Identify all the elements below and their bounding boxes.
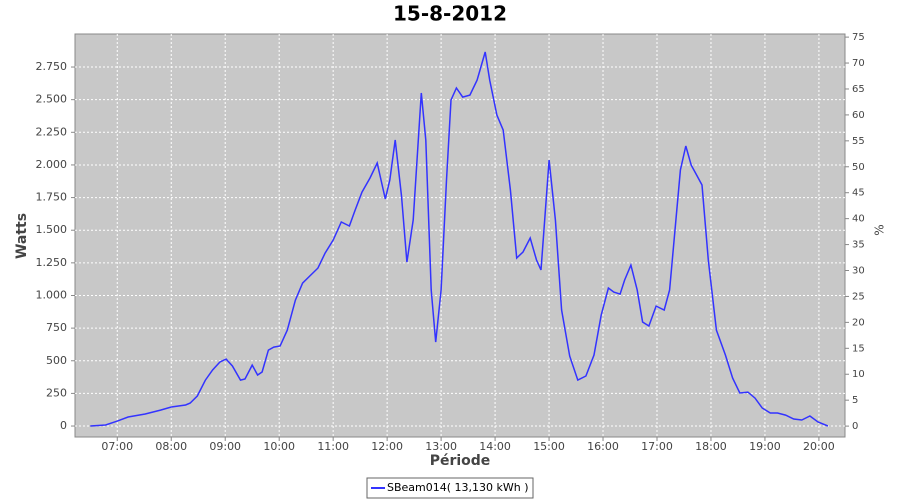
y2-tick-label: 70 [852,58,865,69]
y-tick-label: 0 [60,419,67,432]
y-tick-label: 2.750 [36,60,68,73]
y2-tick-label: 45 [852,188,865,199]
x-tick-label: 19:00 [749,440,781,453]
y2-tick-label: 15 [852,343,865,354]
y-tick-label: 250 [46,386,67,399]
legend-box [366,477,534,499]
y2-tick-label: 40 [852,214,865,225]
x-tick-label: 17:00 [641,440,673,453]
y2-tick-label: 75 [852,32,865,43]
y2-tick-label: 10 [852,369,865,380]
x-tick-label: 14:00 [479,440,511,453]
y2-tick-label: 25 [852,291,865,302]
y-tick-label: 2.000 [36,158,68,171]
x-tick-label: 12:00 [371,440,403,453]
y2-tick-label: 50 [852,162,865,173]
y2-tick-label: 5 [852,395,858,406]
x-tick-label: 11:00 [317,440,349,453]
y2-tick-label: 65 [852,84,865,95]
y-tick-label: 2.500 [36,93,68,106]
x-tick-label: 13:00 [425,440,457,453]
x-tick-label: 16:00 [587,440,619,453]
y-tick-label: 1.500 [36,223,68,236]
x-tick-label: 09:00 [209,440,241,453]
y2-tick-label: 20 [852,317,865,328]
x-tick-label: 18:00 [695,440,727,453]
y-tick-label: 1.000 [36,288,68,301]
y-tick-label: 1.250 [36,256,68,269]
y-tick-label: 750 [46,321,67,334]
legend-label: SBeam014( 13,130 kWh ) [387,481,529,494]
y-axis-label: Watts [14,213,30,259]
y2-tick-label: 35 [852,240,865,251]
x-tick-label: 10:00 [263,440,295,453]
x-tick-label: 15:00 [533,440,565,453]
y-tick-label: 500 [46,354,67,367]
x-tick-label: 08:00 [155,440,187,453]
series-line [90,51,829,427]
x-tick-label: 07:00 [101,440,133,453]
x-axis-label: Période [430,453,491,469]
y2-tick-label: 60 [852,110,865,121]
plot-area [74,33,846,438]
y2-axis-label: % [873,224,887,235]
y-tick-label: 2.250 [36,125,68,138]
chart-title: 15-8-2012 [393,2,507,26]
y2-tick-label: 30 [852,266,865,277]
x-tick-label: 20:00 [803,440,835,453]
y2-tick-label: 0 [852,421,858,432]
y2-tick-label: 55 [852,136,865,147]
y-tick-label: 1.750 [36,191,68,204]
